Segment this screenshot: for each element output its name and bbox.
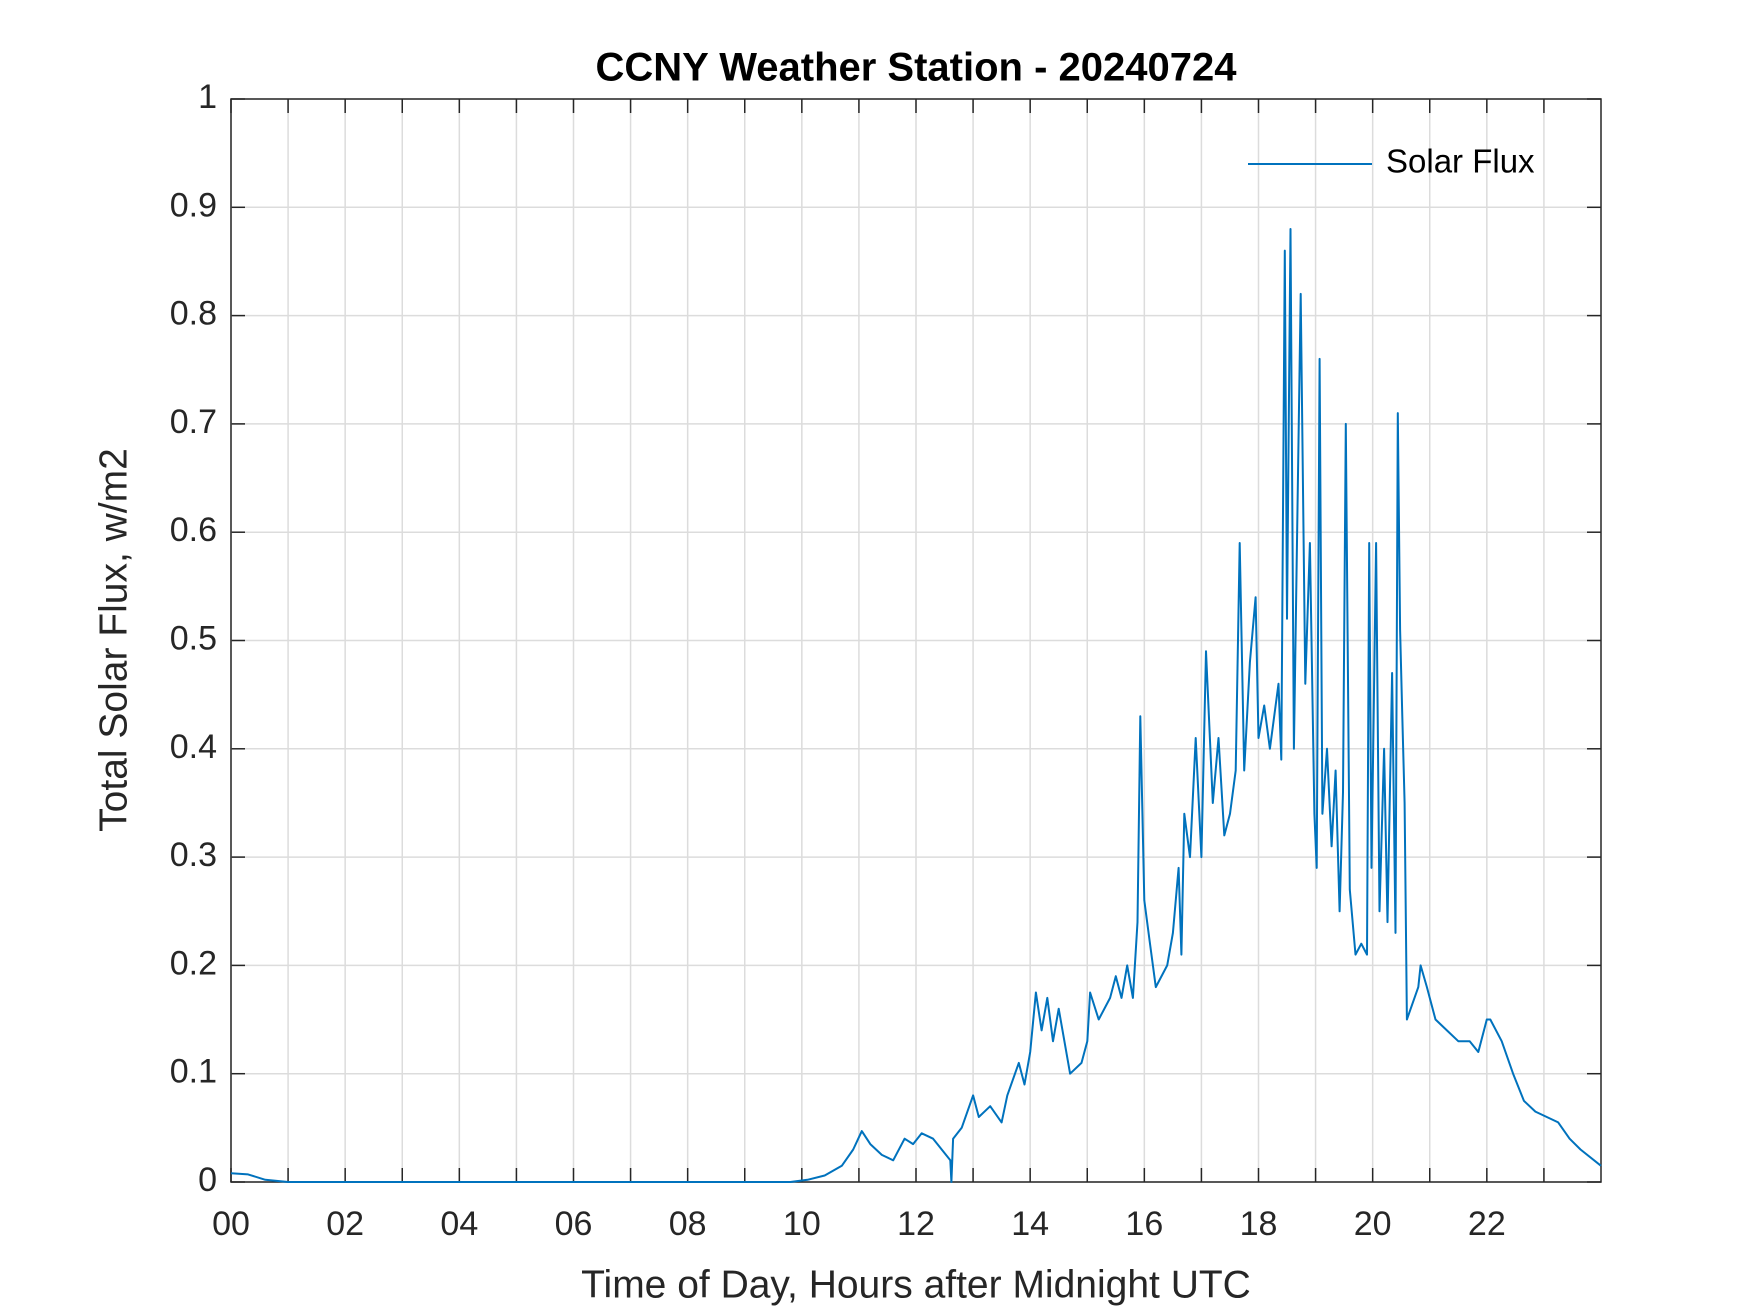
- data-line: [230, 228, 1602, 1183]
- x-tick-label: 10: [783, 1205, 821, 1243]
- x-axis-label: Time of Day, Hours after Midnight UTC: [581, 1263, 1251, 1306]
- y-tick-label: 1: [198, 78, 217, 116]
- y-tick-label: 0: [198, 1161, 217, 1199]
- x-tick-label: 02: [326, 1205, 364, 1243]
- y-tick-label: 0.1: [170, 1053, 217, 1091]
- x-tick-label: 18: [1240, 1205, 1278, 1243]
- x-tick-label: 12: [897, 1205, 935, 1243]
- x-tick-label: 06: [555, 1205, 593, 1243]
- chart-title: CCNY Weather Station - 20240724: [596, 46, 1238, 90]
- y-tick-label: 0.9: [170, 186, 217, 224]
- x-tick-label: 04: [440, 1205, 478, 1243]
- x-tick-label: 16: [1125, 1205, 1163, 1243]
- x-tick-label: 22: [1468, 1205, 1506, 1243]
- y-axis-label: Total Solar Flux, w/m2: [92, 448, 135, 832]
- y-tick-label: 0.3: [170, 836, 217, 874]
- y-tick-label: 0.5: [170, 619, 217, 657]
- x-tick-label: 08: [669, 1205, 707, 1243]
- legend-label: Solar Flux: [1386, 143, 1535, 180]
- y-tick-label: 0.2: [170, 944, 217, 982]
- x-tick-label: 00: [212, 1205, 250, 1243]
- y-tick-label: 0.6: [170, 511, 217, 549]
- x-tick-label: 14: [1011, 1205, 1049, 1243]
- y-tick-label: 0.4: [170, 728, 217, 766]
- y-tick-label: 0.7: [170, 403, 217, 441]
- x-tick-label: 20: [1354, 1205, 1392, 1243]
- plot-frame: [230, 98, 1602, 1183]
- y-tick-label: 0.8: [170, 295, 217, 333]
